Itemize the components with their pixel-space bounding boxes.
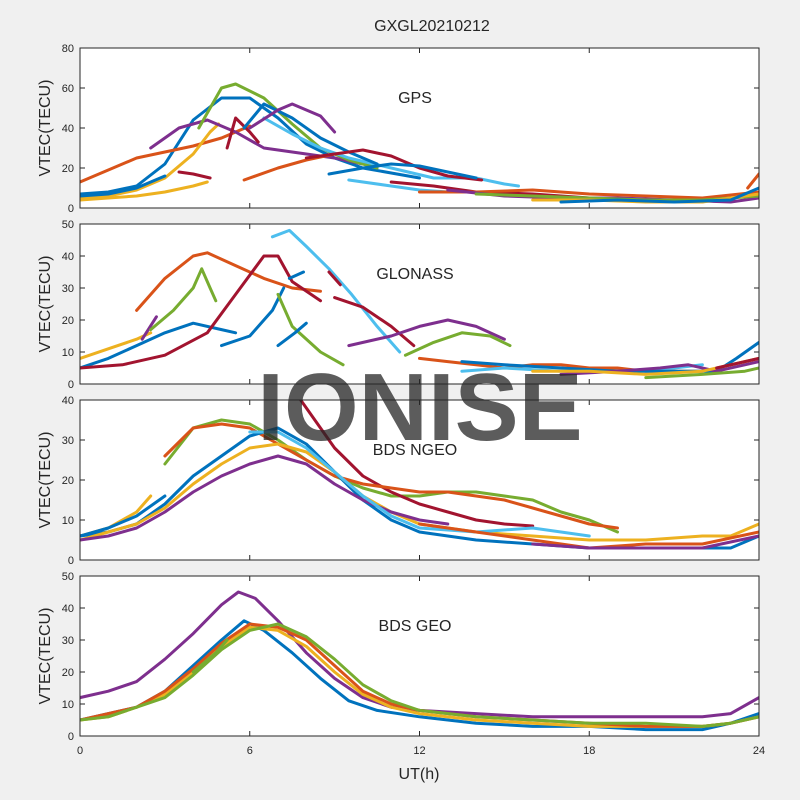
series-line (299, 400, 535, 528)
y-axis-title: VTEC(TECU) (37, 608, 54, 705)
y-tick-label: 10 (62, 515, 74, 527)
y-axis-title: VTEC(TECU) (37, 80, 54, 177)
series-line (220, 286, 286, 348)
series-line (327, 162, 478, 180)
series-line (80, 122, 221, 200)
y-tick-label: 10 (62, 699, 74, 711)
y-tick-label: 10 (62, 347, 74, 359)
series-group (80, 82, 759, 204)
series-line (80, 454, 450, 542)
series-group (80, 400, 759, 550)
y-tick-label: 40 (62, 251, 74, 263)
series-line (248, 102, 337, 134)
y-tick-label: 50 (62, 571, 74, 583)
panel-2: 0 10 20 30 40 50 VTEC(TECU) GLONASS (37, 219, 760, 391)
x-tick-label: 6 (247, 745, 253, 757)
plot-area (80, 576, 759, 736)
series-line (644, 366, 759, 380)
series-line (262, 116, 520, 188)
y-tick-label: 30 (62, 435, 74, 447)
figure-title: GXGL20210212 (374, 18, 490, 35)
panel-1: 0 20 40 60 80 VTEC(TECU) GPS (37, 43, 760, 215)
series-line (80, 590, 759, 719)
x-tick-label: 0 (77, 745, 83, 757)
y-tick-label: 40 (62, 603, 74, 615)
series-line (347, 318, 506, 348)
y-tick-label: 20 (62, 667, 74, 679)
panel-label: GLONASS (376, 266, 453, 283)
series-line (248, 430, 591, 538)
y-axis-title: VTEC(TECU) (37, 256, 54, 353)
series-line (163, 418, 619, 534)
y-tick-label: 0 (68, 555, 74, 567)
y-tick-label: 60 (62, 83, 74, 95)
series-line (531, 534, 759, 550)
series-line (80, 622, 759, 728)
series-line (80, 254, 322, 370)
y-tick-label: 30 (62, 283, 74, 295)
series-line (80, 180, 209, 202)
y-tick-label: 0 (68, 379, 74, 391)
y-tick-label: 0 (68, 731, 74, 743)
series-line (80, 124, 252, 184)
series-line (287, 270, 305, 280)
series-line (327, 270, 342, 287)
y-tick-label: 40 (62, 123, 74, 135)
series-line (276, 321, 308, 348)
series-line (460, 340, 759, 373)
panel-label: BDS NGEO (373, 442, 457, 459)
panel-4: 0 10 20 30 40 50 0 6 12 18 24 VTEC(TECU) BDS GEO (37, 571, 765, 757)
y-tick-label: 20 (62, 475, 74, 487)
series-line (559, 186, 759, 204)
panel-label: BDS GEO (379, 618, 452, 635)
x-axis-title: UT(h) (399, 766, 440, 783)
plot-area (80, 48, 759, 208)
series-line (80, 622, 759, 728)
series-line (225, 116, 260, 150)
series-line (80, 494, 167, 538)
y-tick-label: 0 (68, 203, 74, 215)
series-line (135, 251, 322, 312)
series-line (191, 638, 229, 674)
series-line (403, 331, 512, 357)
series-line (746, 172, 759, 190)
panel-label: GPS (398, 90, 432, 107)
series-line (163, 422, 619, 530)
x-tick-label: 18 (583, 745, 595, 757)
series-line (333, 296, 416, 348)
series-line (80, 321, 238, 370)
y-axis-title: VTEC(TECU) (37, 432, 54, 529)
y-tick-label: 40 (62, 395, 74, 407)
series-line (242, 102, 379, 166)
panel-3: 0 10 20 30 40 VTEC(TECU) BDS NGEO (37, 395, 760, 567)
y-tick-label: 20 (62, 163, 74, 175)
y-tick-label: 20 (62, 315, 74, 327)
series-line (80, 174, 167, 198)
series-line (304, 148, 484, 182)
series-line (177, 170, 212, 180)
series-line (276, 292, 345, 367)
series-group (80, 228, 759, 380)
series-line (270, 228, 402, 354)
x-tick-label: 24 (753, 745, 765, 757)
watermark: IONISE (257, 354, 582, 461)
series-line (149, 267, 218, 332)
series-group (80, 590, 759, 732)
series-line (715, 356, 759, 370)
series-line (140, 315, 158, 341)
y-tick-label: 50 (62, 219, 74, 231)
y-tick-label: 30 (62, 635, 74, 647)
x-tick-label: 12 (413, 745, 425, 757)
y-tick-label: 80 (62, 43, 74, 55)
